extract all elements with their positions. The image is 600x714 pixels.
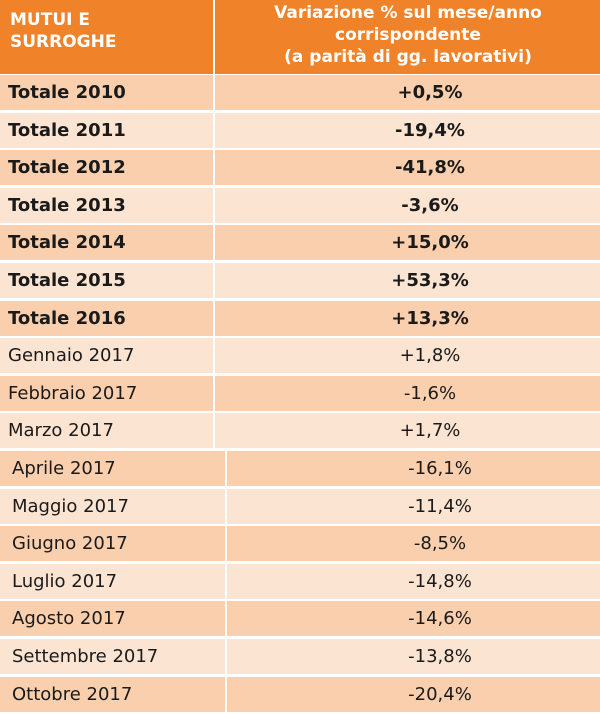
table-row: Aprile 2017 -16,1% — [0, 451, 600, 487]
row-value: -14,8% — [408, 570, 472, 592]
table-row: Luglio 2017 -14,8% — [0, 563, 600, 600]
column-divider — [225, 676, 227, 713]
row-label: Totale 2011 — [8, 119, 126, 141]
row-value: +13,3% — [391, 307, 469, 329]
table-row: Ottobre 2017 -20,4% — [0, 676, 600, 713]
table-row: Totale 2010 +0,5% — [0, 75, 600, 111]
column-divider — [213, 338, 215, 375]
row-value: -1,6% — [403, 382, 457, 404]
row-separator — [0, 335, 600, 337]
row-value: -20,4% — [408, 683, 472, 705]
row-label: Marzo 2017 — [8, 420, 114, 442]
row-separator — [0, 636, 600, 638]
column-divider — [213, 150, 215, 187]
row-value: -41,8% — [395, 157, 465, 179]
table-row: Settembre 2017 -13,8% — [0, 639, 600, 675]
table-row: Totale 2016 +13,3% — [0, 300, 600, 337]
row-label: Gennaio 2017 — [8, 345, 135, 367]
row-separator — [0, 711, 600, 713]
row-label: Totale 2016 — [8, 307, 126, 329]
row-separator — [0, 185, 600, 187]
row-value: +53,3% — [391, 270, 469, 291]
row-separator — [0, 561, 600, 563]
table-row: Totale 2014 +15,0% — [0, 225, 600, 262]
row-separator — [0, 373, 600, 375]
row-value: +15,0% — [391, 232, 469, 254]
row-separator — [0, 486, 600, 487]
row-value: -16,1% — [408, 458, 472, 479]
row-separator — [0, 260, 600, 262]
row-separator — [0, 448, 600, 450]
table-row: Maggio 2017 -11,4% — [0, 488, 600, 525]
table-row: Totale 2013 -3,6% — [0, 187, 600, 224]
column-divider — [225, 526, 227, 563]
row-label: Febbraio 2017 — [8, 382, 138, 404]
table-row: Giugno 2017 -8,5% — [0, 526, 600, 563]
row-label: Maggio 2017 — [12, 495, 129, 517]
row-label: Totale 2012 — [8, 157, 126, 179]
column-divider — [213, 300, 215, 337]
row-separator — [0, 410, 600, 412]
table-row: Gennaio 2017 +1,8% — [0, 338, 600, 375]
row-value: +0,5% — [397, 82, 463, 103]
column-divider — [225, 601, 227, 638]
column-divider — [213, 187, 215, 224]
column-divider — [213, 112, 215, 149]
table-row: Marzo 2017 +1,7% — [0, 413, 600, 450]
row-label: Settembre 2017 — [12, 646, 159, 667]
column-divider — [213, 375, 215, 412]
column-divider — [213, 75, 215, 111]
header-divider — [213, 0, 215, 74]
row-label: Ottobre 2017 — [12, 683, 133, 705]
row-value: +1,8% — [399, 345, 461, 367]
row-label: Totale 2015 — [8, 270, 126, 291]
row-label: Agosto 2017 — [12, 608, 126, 630]
column-divider — [225, 451, 227, 487]
row-label: Luglio 2017 — [12, 570, 118, 592]
table-row: Febbraio 2017 -1,6% — [0, 375, 600, 412]
table-row: Totale 2012 -41,8% — [0, 150, 600, 187]
row-separator — [0, 298, 600, 299]
row-value: -14,6% — [408, 608, 472, 630]
row-value: -11,4% — [408, 495, 472, 517]
row-label: Aprile 2017 — [12, 458, 116, 479]
table-row: Agosto 2017 -14,6% — [0, 601, 600, 638]
column-divider — [213, 225, 215, 262]
table-row: Totale 2011 -19,4% — [0, 112, 600, 149]
row-separator — [0, 598, 600, 600]
row-label: Totale 2014 — [8, 232, 126, 254]
row-value: -19,4% — [395, 119, 465, 141]
row-label: Totale 2010 — [8, 82, 126, 103]
table-row: Totale 2015 +53,3% — [0, 263, 600, 299]
row-value: -3,6% — [401, 194, 459, 216]
row-value: -8,5% — [413, 533, 467, 555]
row-label: Totale 2013 — [8, 194, 126, 216]
column-divider — [225, 639, 227, 675]
row-separator — [0, 110, 600, 111]
row-separator — [0, 147, 600, 149]
row-label: Giugno 2017 — [12, 533, 128, 555]
column-divider — [213, 263, 215, 299]
column-divider — [225, 563, 227, 600]
column-header-variation: Variazione % sul mese/anno corrispondent… — [274, 3, 542, 67]
row-value: +1,7% — [399, 420, 461, 442]
row-separator — [0, 674, 600, 675]
column-header-category: MUTUI E SURROGHE — [10, 10, 117, 52]
row-value: -13,8% — [408, 646, 472, 667]
column-divider — [225, 488, 227, 525]
column-divider — [213, 413, 215, 450]
table-header: MUTUI E SURROGHE Variazione % sul mese/a… — [0, 0, 600, 74]
row-separator — [0, 222, 600, 224]
row-separator — [0, 523, 600, 525]
